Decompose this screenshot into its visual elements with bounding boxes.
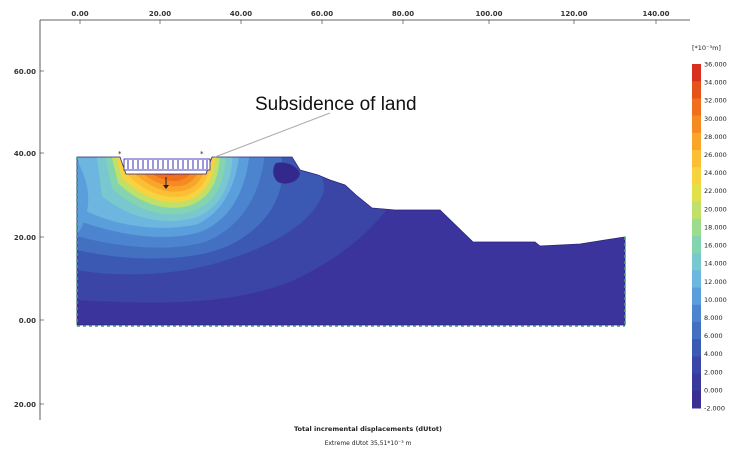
x-tick-label: 100.00 xyxy=(475,10,502,18)
x-tick-label: 120.00 xyxy=(560,10,587,18)
legend-swatch xyxy=(692,115,701,134)
legend-label: 28.000 xyxy=(704,133,727,141)
legend-label: 30.000 xyxy=(704,115,727,123)
subsidence-annotation: Subsidence of land xyxy=(255,94,417,115)
legend-swatch xyxy=(692,287,701,306)
legend-label: 16.000 xyxy=(704,242,727,250)
boundary-conditions xyxy=(76,157,626,327)
legend-swatch xyxy=(692,373,701,392)
load-plate xyxy=(123,158,211,171)
contour-band xyxy=(77,160,89,234)
legend-swatch xyxy=(692,304,701,323)
legend-label: 36.000 xyxy=(704,61,727,69)
legend-label: 26.000 xyxy=(704,151,727,159)
y-axis-tick-labels: 60.00 40.00 20.00 0.00 20.00 xyxy=(14,68,36,409)
legend-swatch xyxy=(692,339,701,357)
x-axis-tick-labels: 0.00 20.00 40.00 60.00 80.00 100.00 120.… xyxy=(71,10,669,18)
color-legend: [*10⁻³m] 36.000 34.000 32.000 30.000 28.000 2… xyxy=(692,44,727,413)
legend-label: 34.000 xyxy=(704,79,727,87)
annotation-leader-line xyxy=(214,112,331,158)
legend-label: 10.000 xyxy=(704,296,727,304)
legend-label: 24.000 xyxy=(704,169,727,177)
max-displacement-arrow xyxy=(163,177,169,189)
y-axis-ticks xyxy=(40,70,44,405)
legend-label: -2.000 xyxy=(704,405,725,413)
legend-swatch xyxy=(692,253,701,271)
legend-swatch xyxy=(692,356,701,375)
legend-swatch xyxy=(692,184,701,203)
x-tick-label: 20.00 xyxy=(149,10,171,18)
legend-label: 18.000 xyxy=(704,223,727,231)
legend-label: 12.000 xyxy=(704,278,727,286)
legend-swatch xyxy=(692,390,701,409)
legend-label: 20.000 xyxy=(704,205,727,213)
legend-swatch xyxy=(692,167,701,185)
legend-swatches xyxy=(692,64,701,409)
legend-swatch xyxy=(692,150,701,168)
legend-swatch xyxy=(692,64,701,82)
y-tick-label: 20.00 xyxy=(14,401,36,409)
legend-label: 22.000 xyxy=(704,187,727,195)
legend-swatch xyxy=(692,218,701,237)
x-tick-label: 80.00 xyxy=(392,10,414,18)
load-arrows xyxy=(127,160,208,169)
load-marker-a: * xyxy=(118,150,122,158)
x-axis-ticks xyxy=(79,20,657,24)
load-marker-b: * xyxy=(200,150,204,158)
legend-label: 32.000 xyxy=(704,97,727,105)
legend-swatch xyxy=(692,236,701,254)
legend-label: 2.000 xyxy=(704,368,723,376)
legend-swatch xyxy=(692,81,701,99)
y-tick-label: 40.00 xyxy=(14,150,36,158)
contour-band xyxy=(273,162,300,184)
x-tick-label: 60.00 xyxy=(311,10,333,18)
legend-labels: 36.000 34.000 32.000 30.000 28.000 26.000 24.0… xyxy=(704,61,727,413)
legend-swatch xyxy=(692,322,701,340)
legend-label: 14.000 xyxy=(704,260,727,268)
legend-label: 4.000 xyxy=(704,350,723,358)
caption-title: Total incremental displacements (dUtot) xyxy=(294,425,442,433)
y-tick-label: 60.00 xyxy=(14,68,36,76)
plot-frame xyxy=(39,19,690,420)
legend-label: 0.000 xyxy=(704,386,723,394)
surface-load: * * xyxy=(118,150,211,171)
legend-label: 6.000 xyxy=(704,332,723,340)
legend-swatch xyxy=(692,270,701,289)
legend-swatch xyxy=(692,201,701,220)
y-tick-label: 20.00 xyxy=(14,234,36,242)
x-tick-label: 40.00 xyxy=(230,10,252,18)
caption-extreme: Extreme dUtot 35,51*10⁻³ m xyxy=(325,440,412,447)
x-tick-label: 140.00 xyxy=(642,10,669,18)
legend-unit: [*10⁻³m] xyxy=(692,44,721,52)
y-tick-label: 0.00 xyxy=(19,317,36,325)
displacement-contour-field xyxy=(77,157,625,325)
legend-swatch xyxy=(692,132,701,151)
legend-swatch xyxy=(692,98,701,117)
x-tick-label: 0.00 xyxy=(71,10,88,18)
legend-label: 8.000 xyxy=(704,314,723,322)
